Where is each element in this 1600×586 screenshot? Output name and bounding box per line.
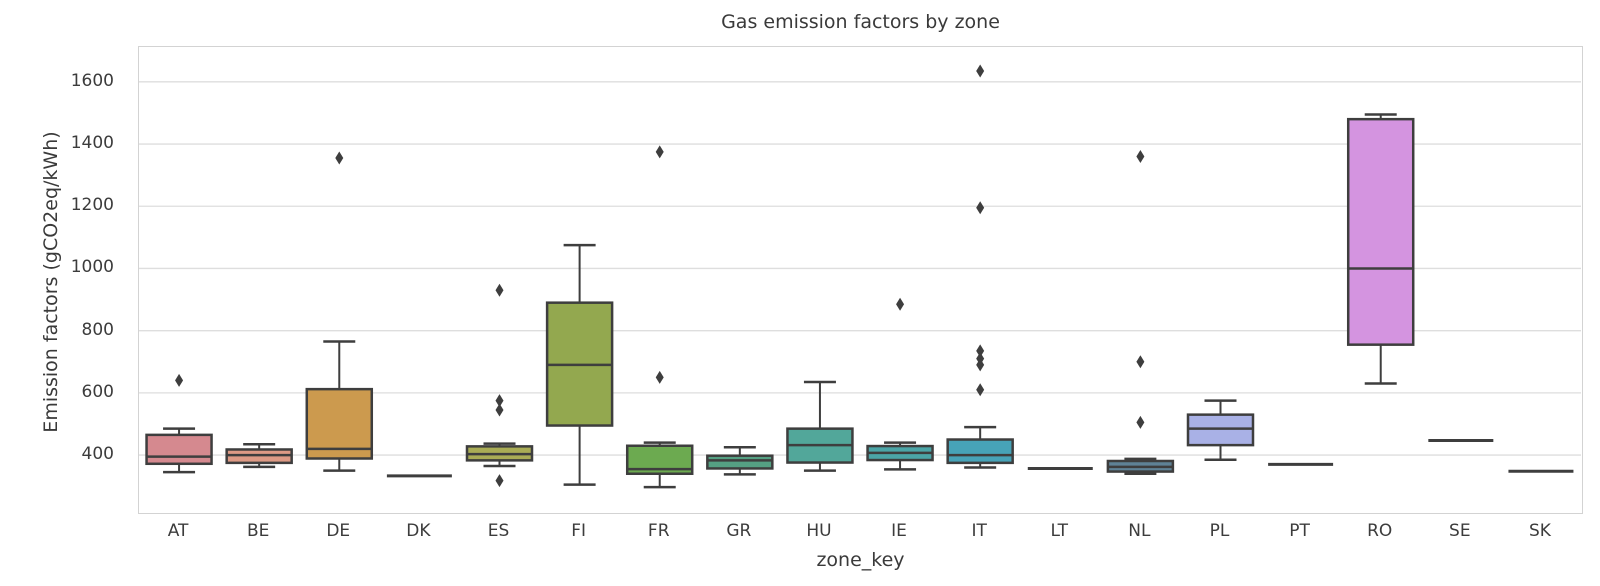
x-tick-label-SK: SK — [1528, 521, 1551, 541]
y-tick-label-1200: 1200 — [70, 195, 114, 216]
x-tick-label-LT: LT — [1050, 521, 1069, 541]
x-tick-label-DE: DE — [326, 521, 351, 541]
outlier-diamond-ES-2 — [495, 403, 504, 417]
outlier-diamond-NL-1 — [1136, 355, 1145, 369]
y-tick-label-1600: 1600 — [70, 70, 114, 91]
y-tick-label-600: 600 — [81, 381, 114, 402]
y-tick-label-1400: 1400 — [70, 133, 114, 154]
x-tick-label-RO: RO — [1367, 521, 1393, 541]
x-tick-label-AT: AT — [167, 521, 189, 541]
x-tick-label-NL: NL — [1128, 521, 1151, 541]
boxplot-canvas — [139, 64, 1581, 489]
outlier-diamond-FR-0 — [655, 145, 664, 159]
box-RO — [1346, 117, 1415, 346]
outlier-diamond-IE-0 — [896, 297, 905, 311]
box-IT — [946, 438, 1014, 465]
outlier-diamond-NL-0 — [1136, 149, 1145, 163]
box-GR — [706, 454, 774, 470]
x-tick-label-PT: PT — [1289, 521, 1310, 541]
chart-title: Gas emission factors by zone — [721, 11, 1000, 33]
x-tick-label-FR: FR — [647, 521, 670, 541]
outlier-diamond-DE-0 — [335, 151, 344, 165]
y-tick-label-400: 400 — [81, 444, 114, 465]
outlier-diamond-ES-0 — [495, 283, 504, 297]
outlier-diamond-IT-1 — [976, 201, 985, 215]
x-tick-label-IE: IE — [891, 521, 907, 541]
x-tick-label-SE: SE — [1449, 521, 1471, 541]
x-tick-label-GR: GR — [726, 521, 752, 541]
x-tick-label-DK: DK — [406, 521, 431, 541]
plot-area — [138, 46, 1583, 514]
x-tick-label-ES: ES — [487, 521, 510, 541]
x-tick-label-PL: PL — [1209, 521, 1230, 541]
outlier-diamond-ES-3 — [495, 474, 504, 488]
box-DE — [305, 387, 374, 460]
outlier-diamond-AT-0 — [175, 373, 184, 387]
y-tick-label-1000: 1000 — [70, 257, 114, 278]
outlier-diamond-IT-0 — [976, 64, 985, 78]
x-tick-label-BE: BE — [246, 521, 270, 541]
outlier-diamond-IT-4 — [976, 358, 985, 372]
x-axis-title: zone_key — [816, 549, 905, 571]
outlier-diamond-ES-1 — [495, 394, 504, 408]
outlier-diamond-FR-1 — [655, 370, 664, 384]
x-tick-label-FI: FI — [571, 521, 586, 541]
x-tick-label-HU: HU — [806, 521, 832, 541]
outlier-diamond-NL-2 — [1136, 415, 1145, 429]
outlier-diamond-IT-5 — [976, 383, 985, 397]
x-tick-label-IT: IT — [971, 521, 987, 541]
box-AT — [145, 433, 213, 466]
outlier-diamond-IT-2 — [976, 344, 985, 358]
y-tick-label-800: 800 — [81, 319, 114, 340]
